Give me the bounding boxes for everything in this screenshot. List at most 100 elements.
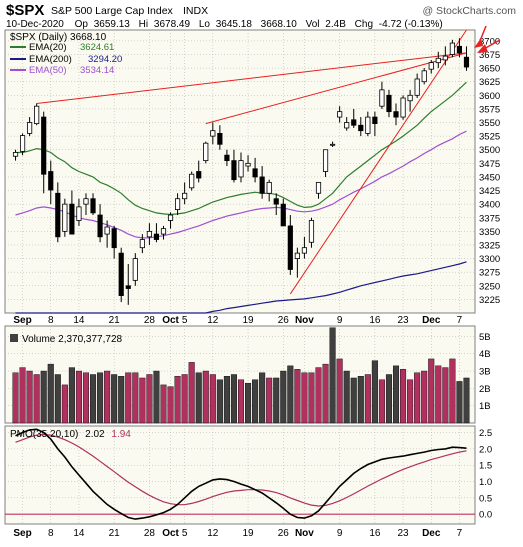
date-tick-label-bottom: Nov: [295, 528, 314, 539]
volume-bar: [146, 374, 153, 424]
volume-legend-swatch: [10, 334, 18, 342]
pmo-grid: [5, 426, 475, 524]
volume-bar: [75, 370, 82, 424]
volume-bar: [400, 369, 407, 424]
price-tick-label: 3425: [479, 186, 500, 197]
candle-down: [259, 176, 265, 194]
ema50-line: [15, 130, 467, 239]
candle-down: [252, 168, 258, 178]
date-tick-label: 5: [182, 315, 188, 326]
candle-down: [153, 233, 160, 240]
volume-bar: [19, 367, 26, 424]
volume-legend-text: Volume 2,370,377,728: [22, 334, 123, 345]
volume-bar: [54, 374, 61, 424]
volume-bar: [357, 376, 364, 424]
pmo-tick-label: 0.0: [479, 510, 492, 521]
candle-up: [449, 42, 455, 55]
volume-bar: [315, 367, 322, 424]
price-legend-title: $SPX (Daily) 3668.10: [10, 32, 107, 43]
date-tick-label: Dec: [422, 315, 441, 326]
candle-up: [203, 142, 209, 162]
volume-bar: [181, 374, 188, 424]
security-name-text: S&P 500 Large Cap Index: [51, 5, 174, 17]
candle-up: [104, 226, 110, 235]
candle-down: [280, 203, 286, 227]
candle-up: [337, 111, 343, 118]
date-tick-label: Oct: [162, 315, 179, 326]
price-tick-label: 3600: [479, 91, 500, 102]
volume-bar: [167, 386, 174, 424]
volume-tick-label: 5B: [479, 332, 491, 343]
volume-y-axis: 1B 2B 3B 4B 5B: [479, 332, 491, 412]
price-tick-label: 3675: [479, 50, 500, 61]
volume-bar: [280, 370, 287, 424]
ema-lines: [15, 81, 467, 314]
price-tick-label: 3325: [479, 240, 500, 251]
candle-down: [196, 171, 202, 179]
date-tick-label: 7: [457, 315, 463, 326]
candle-down: [55, 192, 61, 238]
ema200-line: [15, 261, 467, 314]
price-tick-label: 3225: [479, 295, 500, 306]
date-tick-label: 14: [73, 315, 85, 326]
candle-down: [351, 119, 357, 126]
price-tick-label: 3350: [479, 227, 500, 238]
pmo-legend: PMO(35,20,10) 2.02 1.94: [10, 429, 131, 440]
candle-up: [421, 70, 427, 83]
pmo-signal-line: [15, 433, 467, 507]
volume-bar: [174, 376, 181, 424]
date-tick-label-bottom: 9: [337, 528, 343, 539]
date-tick-label: 19: [242, 315, 254, 326]
price-legend: $SPX (Daily) 3668.10 EMA(20) 3624.61 EMA…: [10, 32, 122, 76]
arrow-head-upper: [474, 38, 483, 48]
pmo-legend-value: 2.02: [85, 429, 105, 440]
candle-down: [118, 252, 124, 296]
candle-up: [379, 89, 385, 107]
price-tick-label: 3400: [479, 200, 500, 211]
price-tick-label: 3500: [479, 145, 500, 156]
candle-down: [69, 203, 75, 235]
candle-up: [182, 192, 188, 200]
candle-up: [189, 173, 195, 189]
volume-bar: [252, 379, 259, 424]
candle-up: [414, 78, 420, 96]
pmo-tick-label: 1.5: [479, 461, 492, 472]
pmo-legend-title: PMO(35,20,10): [10, 429, 78, 440]
date-tick-label: 23: [397, 315, 409, 326]
price-tick-label: 3650: [479, 64, 500, 75]
ema50-legend-name: EMA(50): [29, 65, 66, 76]
volume-bar: [125, 372, 132, 424]
candle-up: [34, 105, 40, 125]
volume-bar: [407, 379, 414, 424]
volume-bar: [111, 374, 118, 424]
ema200-legend-name: EMA(200): [29, 54, 72, 65]
candle-up: [407, 94, 413, 102]
date-tick-label-bottom: 7: [457, 528, 463, 539]
pmo-signal-legend-value: 1.94: [111, 429, 131, 440]
volume-bar: [421, 370, 428, 424]
date-tick-label: 28: [144, 315, 156, 326]
price-tick-label: 3700: [479, 36, 500, 47]
candle-down: [372, 116, 378, 125]
volume-bar: [61, 384, 68, 424]
volume-bar: [153, 370, 160, 424]
trendlines: [36, 29, 467, 295]
price-y-axis: 3225 3250 3275 3300 3325 3350 3375 3400 3425 3450…: [479, 36, 500, 306]
volume-bar: [442, 367, 449, 424]
candle-up: [76, 206, 82, 221]
pmo-tick-label: 2.0: [479, 444, 492, 455]
candle-up: [365, 116, 371, 134]
exchange-text: INDX: [183, 5, 208, 17]
volume-bar: [414, 372, 421, 424]
candle-up: [344, 122, 350, 129]
candle-up: [167, 214, 174, 221]
volume-bar: [132, 372, 139, 424]
date-tick-label-bottom: 23: [397, 528, 409, 539]
candle-up: [266, 181, 272, 194]
date-tick-label-bottom: Sep: [13, 528, 31, 539]
volume-bar: [378, 379, 385, 424]
candle-up: [238, 160, 244, 178]
date-tick-label: Sep: [13, 315, 31, 326]
